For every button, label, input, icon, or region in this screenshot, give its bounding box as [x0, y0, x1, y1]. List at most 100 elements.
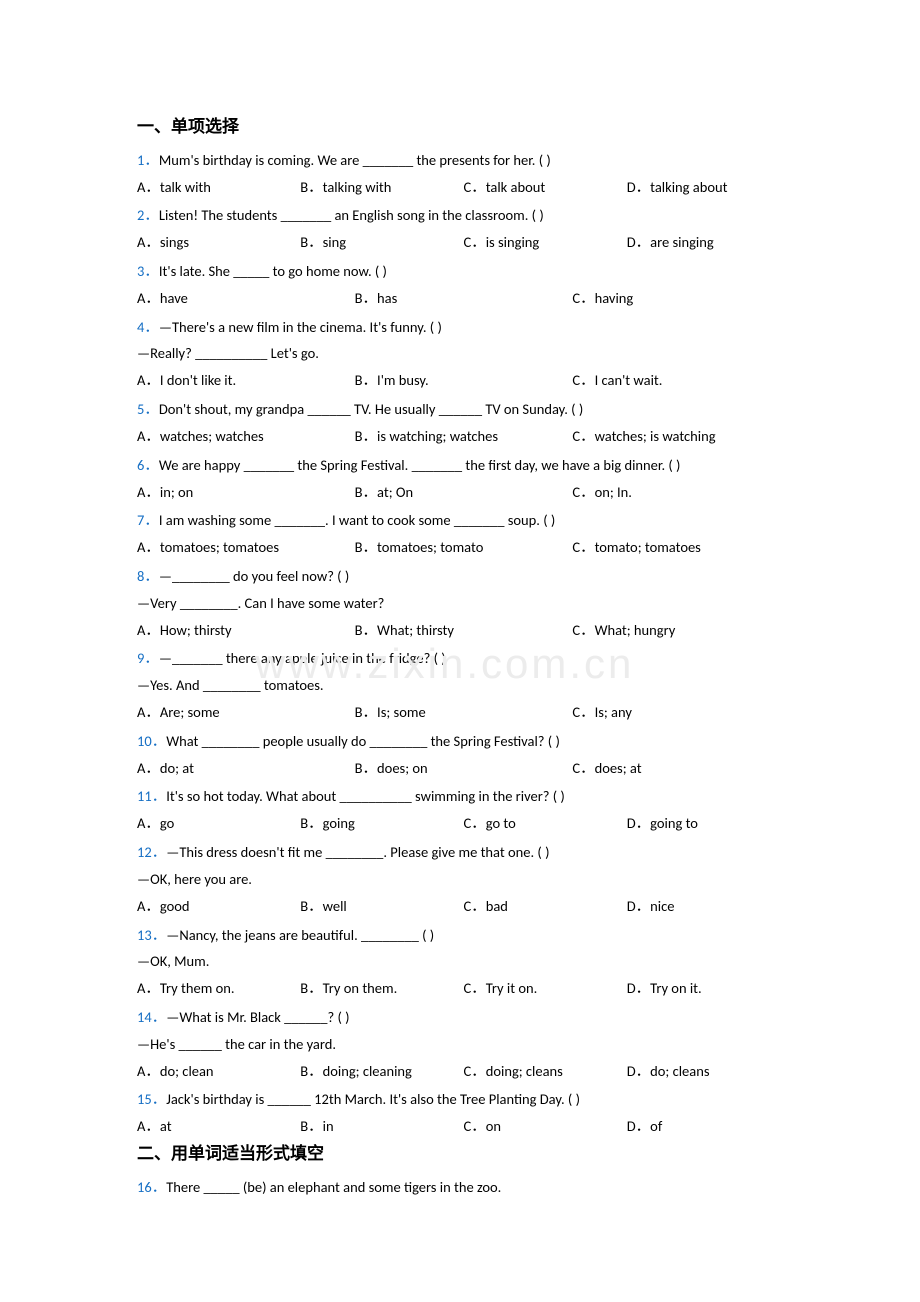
options-row: A．watches; watches B．is watching; watche… — [137, 423, 790, 450]
question-number: 6． — [137, 456, 159, 474]
option-b: B．going — [300, 810, 463, 837]
option-c: C．on; In. — [572, 479, 790, 506]
question-1: 1．Mum's birthday is coming. We are _____… — [137, 147, 790, 201]
options-row: A．have B．has C．having — [137, 285, 790, 312]
question-text: —________ do you feel now? ( ) — [159, 567, 349, 585]
option-b: B．What; thirsty — [355, 617, 573, 644]
question-text: I am washing some _______. I want to coo… — [159, 511, 555, 529]
options-row: A．sings B．sing C．is singing D．are singin… — [137, 229, 790, 256]
option-a: A．have — [137, 285, 355, 312]
option-d: D．do; cleans — [627, 1058, 790, 1085]
option-c: C．go to — [464, 810, 627, 837]
option-b: B．talking with — [300, 174, 463, 201]
option-a: A．go — [137, 810, 300, 837]
options-row: A．tomatoes; tomatoes B．tomatoes; tomato … — [137, 534, 790, 561]
question-text: —_______ there any apple juice in the fr… — [159, 649, 446, 667]
option-c: C．having — [572, 285, 790, 312]
option-a: A．in; on — [137, 479, 355, 506]
option-a: A．good — [137, 893, 300, 920]
question-9: 9．—_______ there any apple juice in the … — [137, 645, 790, 725]
question-line2: —Yes. And ________ tomatoes. — [137, 672, 790, 699]
options-row: A．Are; some B．Is; some C．Is; any — [137, 699, 790, 726]
option-c: C．Try it on. — [464, 975, 627, 1002]
question-8: 8．—________ do you feel now? ( ) —Very _… — [137, 563, 790, 643]
option-b: B．well — [300, 893, 463, 920]
question-number: 13． — [137, 926, 166, 944]
question-number: 11． — [137, 787, 166, 805]
option-a: A．do; clean — [137, 1058, 300, 1085]
option-b: B．doing; cleaning — [300, 1058, 463, 1085]
question-number: 4． — [137, 318, 159, 336]
question-number: 7． — [137, 511, 159, 529]
question-text: Mum's birthday is coming. We are _______… — [159, 151, 551, 169]
options-row: A．do; at B．does; on C．does; at — [137, 755, 790, 782]
option-c: C．is singing — [464, 229, 627, 256]
question-number: 5． — [137, 400, 159, 418]
question-line2: —OK, Mum. — [137, 948, 790, 975]
question-number: 10． — [137, 732, 166, 750]
question-number: 15． — [137, 1090, 166, 1108]
question-text: What ________ people usually do ________… — [166, 732, 560, 750]
option-a: A．Are; some — [137, 699, 355, 726]
option-b: B．in — [300, 1113, 463, 1140]
question-15: 15．Jack's birthday is ______ 12th March.… — [137, 1086, 790, 1140]
question-text: —There's a new film in the cinema. It's … — [159, 318, 442, 336]
question-number: 12． — [137, 843, 166, 861]
options-row: A．How; thirsty B．What; thirsty C．What; h… — [137, 617, 790, 644]
option-c: C．Is; any — [572, 699, 790, 726]
question-12: 12．—This dress doesn't fit me ________. … — [137, 839, 790, 919]
question-number: 3． — [137, 262, 159, 280]
option-a: A．Try them on. — [137, 975, 300, 1002]
question-text: Listen! The students _______ an English … — [159, 206, 544, 224]
option-c: C．doing; cleans — [464, 1058, 627, 1085]
options-row: A．good B．well C．bad D．nice — [137, 893, 790, 920]
question-line2: —Really? __________ Let's go. — [137, 340, 790, 367]
option-c: C．I can't wait. — [572, 367, 790, 394]
option-a: A．I don't like it. — [137, 367, 355, 394]
option-d: D．Try on it. — [627, 975, 790, 1002]
option-a: A．at — [137, 1113, 300, 1140]
question-text: It's so hot today. What about __________… — [166, 787, 565, 805]
option-d: D．nice — [627, 893, 790, 920]
option-a: A．tomatoes; tomatoes — [137, 534, 355, 561]
question-number: 16． — [137, 1178, 166, 1196]
option-a: A．sings — [137, 229, 300, 256]
option-b: B．Try on them. — [300, 975, 463, 1002]
question-6: 6．We are happy _______ the Spring Festiv… — [137, 452, 790, 506]
option-c: C．on — [464, 1113, 627, 1140]
question-3: 3．It's late. She _____ to go home now. (… — [137, 258, 790, 312]
option-b: B．does; on — [355, 755, 573, 782]
section-2-heading: 二、用单词适当形式填空 — [137, 1142, 790, 1166]
option-b: B．has — [355, 285, 573, 312]
question-11: 11．It's so hot today. What about _______… — [137, 783, 790, 837]
options-row: A．do; clean B．doing; cleaning C．doing; c… — [137, 1058, 790, 1085]
option-d: D．are singing — [627, 229, 790, 256]
question-text: —Nancy, the jeans are beautiful. _______… — [166, 926, 434, 944]
option-a: A．do; at — [137, 755, 355, 782]
question-10: 10．What ________ people usually do _____… — [137, 728, 790, 782]
question-number: 8． — [137, 567, 159, 585]
option-c: C．talk about — [464, 174, 627, 201]
option-d: D．going to — [627, 810, 790, 837]
question-16: 16．There _____ (be) an elephant and some… — [137, 1174, 790, 1201]
question-text: We are happy _______ the Spring Festival… — [159, 456, 681, 474]
question-text: It's late. She _____ to go home now. ( ) — [159, 262, 387, 280]
option-a: A．How; thirsty — [137, 617, 355, 644]
option-b: B．sing — [300, 229, 463, 256]
question-text: Jack's birthday is ______ 12th March. It… — [166, 1090, 580, 1108]
question-line2: —OK, here you are. — [137, 866, 790, 893]
question-text: —What is Mr. Black ______? ( ) — [166, 1008, 349, 1026]
question-text: Don't shout, my grandpa ______ TV. He us… — [159, 400, 583, 418]
option-b: B．Is; some — [355, 699, 573, 726]
question-5: 5．Don't shout, my grandpa ______ TV. He … — [137, 396, 790, 450]
question-7: 7．I am washing some _______. I want to c… — [137, 507, 790, 561]
options-row: A．Try them on. B．Try on them. C．Try it o… — [137, 975, 790, 1002]
document-page: www.zixin.com.cn 一、单项选择 1．Mum's birthday… — [0, 0, 920, 1302]
question-13: 13．—Nancy, the jeans are beautiful. ____… — [137, 922, 790, 1002]
question-text: There _____ (be) an elephant and some ti… — [166, 1178, 501, 1196]
question-number: 9． — [137, 649, 159, 667]
option-c: C．tomato; tomatoes — [572, 534, 790, 561]
question-14: 14．—What is Mr. Black ______? ( ) —He's … — [137, 1004, 790, 1084]
question-line2: —He's ______ the car in the yard. — [137, 1031, 790, 1058]
question-number: 14． — [137, 1008, 166, 1026]
